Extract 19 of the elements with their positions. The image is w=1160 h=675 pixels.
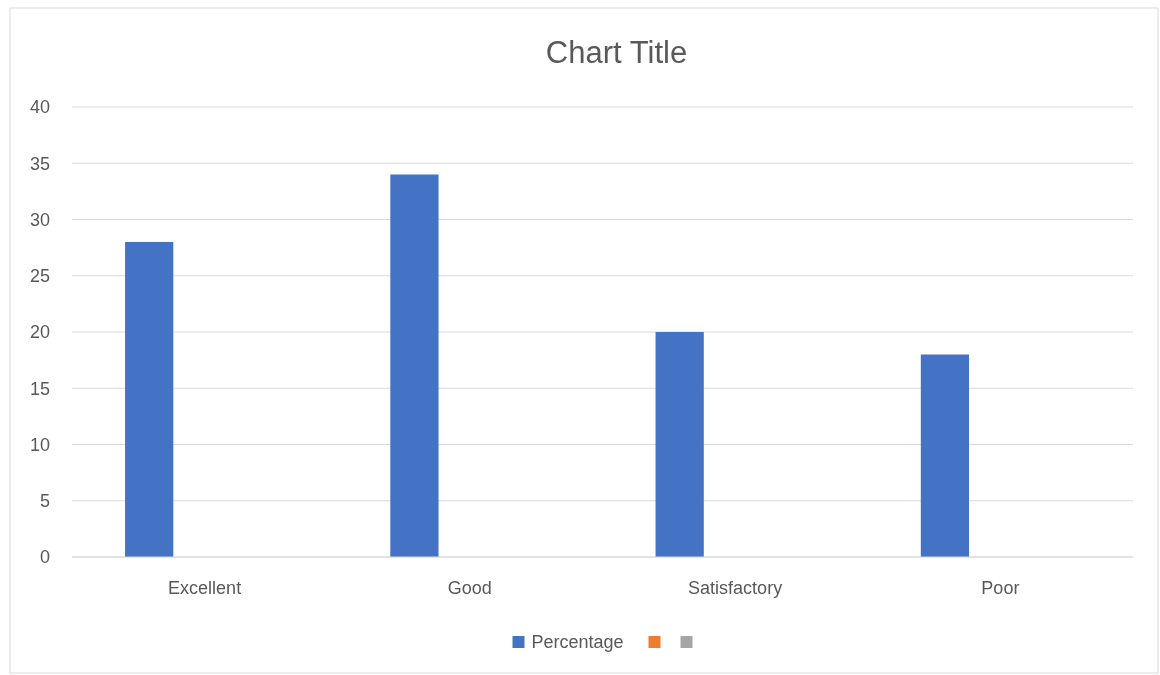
y-tick-label: 25 <box>29 266 50 287</box>
x-tick-label: Poor <box>981 578 1020 598</box>
y-tick-label: 10 <box>29 434 50 455</box>
bar <box>125 242 174 557</box>
y-tick-label: 15 <box>29 378 50 399</box>
bar <box>390 174 439 557</box>
y-tick-label: 40 <box>29 97 50 118</box>
y-tick-label: 5 <box>39 491 50 512</box>
x-tick-label: Excellent <box>168 578 242 598</box>
x-tick-label: Good <box>447 578 492 598</box>
x-tick-label: Satisfactory <box>688 578 783 598</box>
y-tick-label: 20 <box>29 322 50 343</box>
y-tick-label: 35 <box>29 153 50 174</box>
y-tick-label: 30 <box>29 209 50 230</box>
bar <box>920 354 970 557</box>
y-tick-label: 0 <box>39 547 50 568</box>
legend-label: Percentage <box>531 632 624 653</box>
chart-title: Chart Title <box>545 34 688 70</box>
bar <box>655 332 704 557</box>
